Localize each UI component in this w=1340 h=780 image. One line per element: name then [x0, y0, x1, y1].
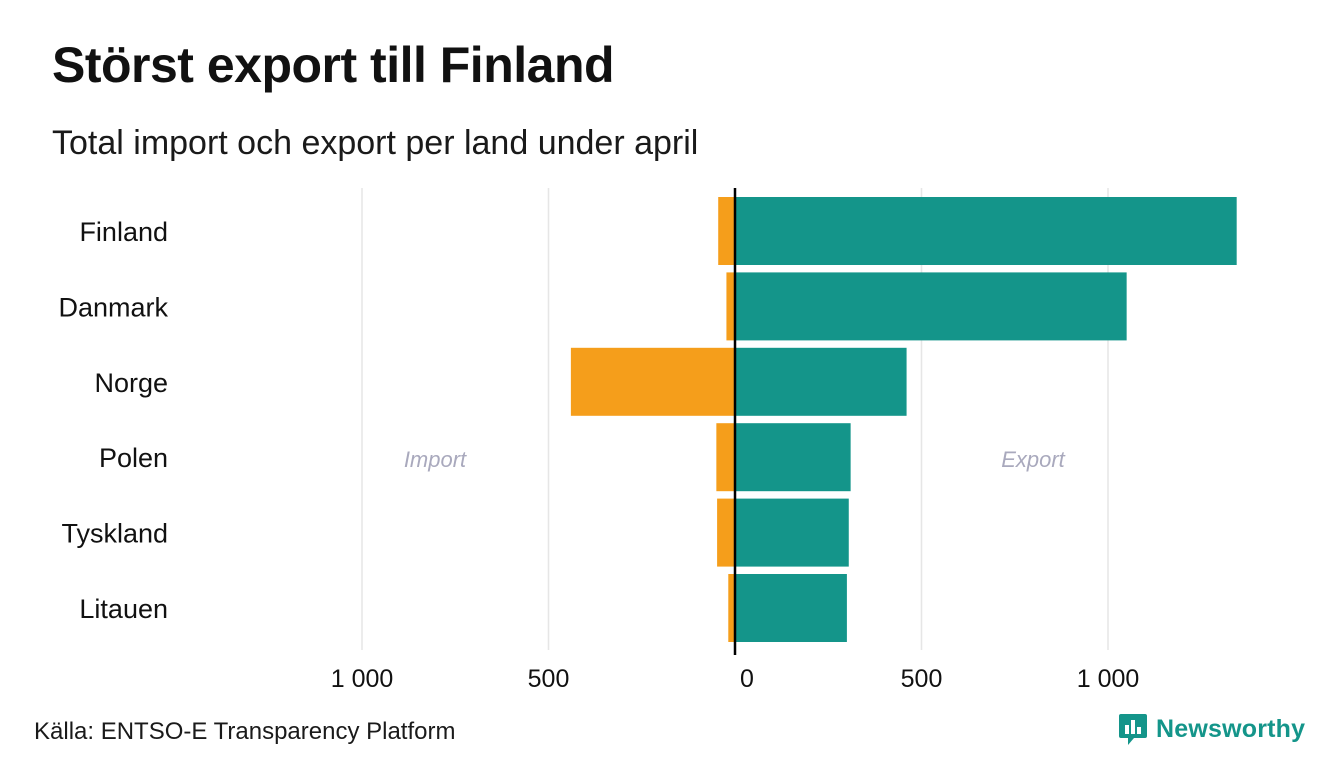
- export-bar: [735, 347, 907, 416]
- chart-title: Störst export till Finland: [52, 37, 615, 93]
- import-bar: [728, 574, 735, 642]
- x-tick-label: 0: [740, 665, 754, 693]
- category-label: Norge: [94, 368, 168, 398]
- brand-name: Newsworthy: [1156, 714, 1306, 743]
- export-bar: [735, 423, 851, 492]
- source-note: Källa: ENTSO-E Transparency Platform: [34, 718, 456, 745]
- x-tick-label: 500: [901, 665, 943, 693]
- bar-chart-speech-bubble-icon: [1119, 714, 1147, 745]
- export-bar: [735, 574, 847, 642]
- x-tick-label: 500: [528, 665, 570, 693]
- chart-subtitle: Total import och export per land under a…: [52, 124, 699, 162]
- category-label: Litauen: [79, 594, 168, 624]
- import-bar: [716, 423, 735, 492]
- export-bar: [735, 272, 1127, 341]
- import-bar: [717, 498, 735, 567]
- x-tick-label: 1 000: [1077, 665, 1140, 693]
- export-bar: [735, 498, 849, 567]
- category-label: Danmark: [58, 292, 168, 322]
- import-bar: [726, 272, 735, 341]
- export-side-label: Export: [1001, 447, 1065, 472]
- diverging-bar-chart: Import Export Finland Danmark Norge Polen Tysk…: [58, 188, 1237, 693]
- category-label: Polen: [99, 443, 168, 473]
- import-bar: [718, 197, 735, 265]
- import-bar: [570, 347, 735, 416]
- export-bar: [735, 197, 1237, 265]
- x-tick-label: 1 000: [331, 665, 394, 693]
- category-label: Tyskland: [61, 519, 168, 549]
- import-side-label: Import: [404, 447, 467, 472]
- brand-logo: Newsworthy: [1118, 712, 1305, 746]
- category-label: Finland: [79, 217, 168, 247]
